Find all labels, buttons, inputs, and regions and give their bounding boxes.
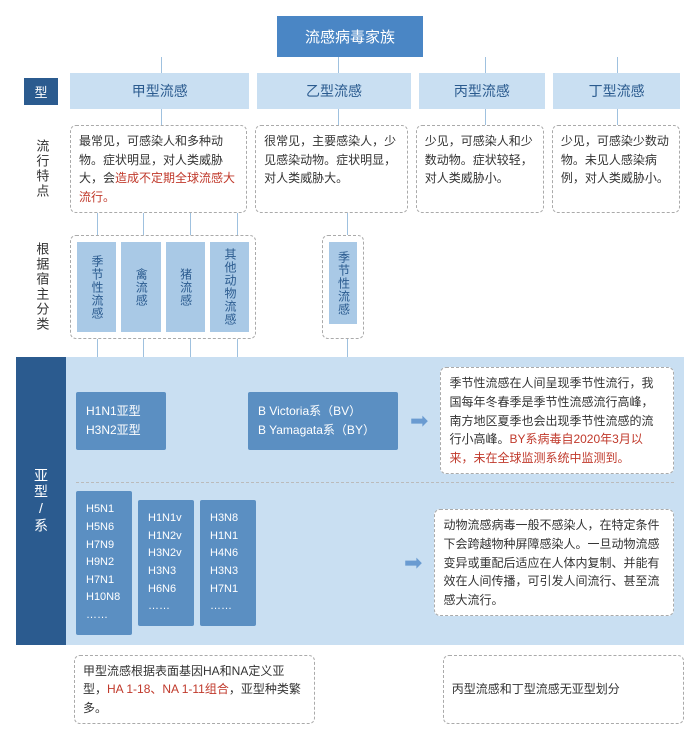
- type-b: 乙型流感: [257, 73, 410, 109]
- connector-row: [16, 213, 684, 235]
- arrow-icon: ➡: [404, 408, 434, 434]
- type-d: 丁型流感: [553, 73, 680, 109]
- row-host: 根据宿主分类 季节性流感 禽流感 猪流感 其他动物流感 季节性流感: [16, 235, 684, 339]
- label-host: 根据宿主分类: [31, 242, 52, 332]
- feature-b: 很常见，主要感染人，少见感染动物。症状明显，对人类威胁大。: [255, 125, 408, 213]
- label-subtype: 亚型/系: [16, 357, 66, 644]
- type-c: 丙型流感: [419, 73, 546, 109]
- subtype-seasonal-b: B Victoria系（BV） B Yamagata系（BY）: [248, 392, 398, 450]
- connector-row: [16, 57, 684, 73]
- subtype-animal-3: H3N8 H1N1 H4N6 H3N3 H7N1 ……: [200, 500, 256, 626]
- label-type: 型: [24, 78, 57, 105]
- diagram-title: 流感病毒家族: [277, 16, 423, 57]
- note-seasonal: 季节性流感在人间呈现季节性流行，我国每年冬春季是季节性流感流行高峰，南方地区夏季…: [440, 367, 674, 474]
- host-a-0: 季节性流感: [77, 242, 116, 332]
- arrow-icon: ➡: [398, 550, 428, 576]
- feature-a: 最常见，可感染人和多种动物。症状明显，对人类威胁大，会造成不定期全球流感大流行。: [70, 125, 247, 213]
- connector-row: [16, 109, 684, 125]
- connector-row: [16, 339, 684, 357]
- feature-c: 少见，可感染人和少数动物。症状较轻，对人类威胁小。: [416, 125, 544, 213]
- type-a: 甲型流感: [70, 73, 249, 109]
- divider: [76, 482, 674, 483]
- host-a-1: 禽流感: [121, 242, 160, 332]
- row-subtype: 亚型/系 H1N1亚型 H3N2亚型 B Victoria系（BV） B Yam…: [16, 357, 684, 644]
- footer-right: 丙型流感和丁型流感无亚型划分: [443, 655, 684, 725]
- row-feature: 流行特点 最常见，可感染人和多种动物。症状明显，对人类威胁大，会造成不定期全球流…: [16, 125, 684, 213]
- label-feature: 流行特点: [31, 139, 52, 199]
- host-a-3: 其他动物流感: [210, 242, 249, 332]
- footer-left: 甲型流感根据表面基因HA和NA定义亚型，HA 1-18、NA 1-11组合，亚型…: [74, 655, 315, 725]
- host-b: 季节性流感: [329, 242, 357, 324]
- title-row: 流感病毒家族: [16, 16, 684, 57]
- row-type: 型 甲型流感 乙型流感 丙型流感 丁型流感: [16, 73, 684, 109]
- subtype-animal-1: H5N1 H5N6 H7N9 H9N2 H7N1 H10N8 ……: [76, 491, 132, 634]
- row-footer: 甲型流感根据表面基因HA和NA定义亚型，HA 1-18、NA 1-11组合，亚型…: [16, 655, 684, 725]
- subtype-seasonal-a: H1N1亚型 H3N2亚型: [76, 392, 166, 450]
- feature-d: 少见，可感染少数动物。未见人感染病例，对人类威胁小。: [552, 125, 680, 213]
- note-animal: 动物流感病毒一般不感染人，在特定条件下会跨越物种屏障感染人。一旦动物流感变异或重…: [434, 509, 674, 616]
- host-a-2: 猪流感: [166, 242, 205, 332]
- subtype-animal-2: H1N1v H1N2v H3N2v H3N3 H6N6 ……: [138, 500, 194, 626]
